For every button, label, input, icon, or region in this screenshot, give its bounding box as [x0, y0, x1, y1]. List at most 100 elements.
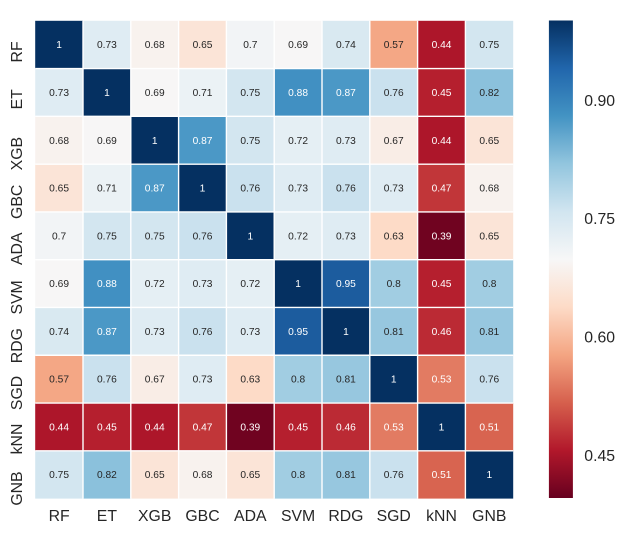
svg-text:0.82: 0.82: [97, 470, 117, 481]
svg-text:0.73: 0.73: [193, 279, 213, 290]
svg-text:0.8: 0.8: [482, 279, 496, 290]
svg-text:0.51: 0.51: [432, 470, 452, 481]
svg-text:GBC: GBC: [9, 185, 26, 219]
svg-text:0.73: 0.73: [288, 184, 308, 195]
svg-text:RF: RF: [49, 508, 70, 525]
svg-text:1: 1: [104, 88, 110, 99]
svg-text:0.73: 0.73: [336, 136, 356, 147]
svg-text:kNN: kNN: [9, 424, 26, 455]
svg-text:0.75: 0.75: [240, 136, 260, 147]
svg-text:0.53: 0.53: [432, 375, 452, 386]
svg-text:1: 1: [343, 327, 349, 338]
svg-text:0.73: 0.73: [145, 327, 165, 338]
svg-text:0.69: 0.69: [145, 88, 165, 99]
svg-text:0.44: 0.44: [145, 422, 165, 433]
svg-text:0.74: 0.74: [49, 327, 69, 338]
svg-text:0.45: 0.45: [584, 448, 615, 465]
svg-text:0.65: 0.65: [240, 470, 260, 481]
svg-text:SGD: SGD: [377, 508, 411, 525]
svg-text:0.90: 0.90: [584, 93, 615, 110]
svg-text:0.73: 0.73: [97, 40, 117, 51]
svg-text:1: 1: [56, 40, 62, 51]
svg-text:0.81: 0.81: [479, 327, 499, 338]
svg-text:0.8: 0.8: [291, 470, 305, 481]
svg-text:0.68: 0.68: [145, 40, 165, 51]
svg-text:RDG: RDG: [328, 508, 363, 525]
svg-text:ET: ET: [9, 89, 26, 110]
svg-text:0.45: 0.45: [432, 279, 452, 290]
svg-text:0.95: 0.95: [288, 327, 308, 338]
svg-text:0.44: 0.44: [49, 422, 69, 433]
svg-text:0.65: 0.65: [479, 231, 499, 242]
svg-text:0.69: 0.69: [97, 136, 117, 147]
svg-text:0.47: 0.47: [432, 184, 452, 195]
svg-text:0.63: 0.63: [240, 375, 260, 386]
svg-text:1: 1: [247, 231, 253, 242]
svg-text:0.81: 0.81: [336, 470, 356, 481]
svg-text:0.44: 0.44: [432, 40, 452, 51]
svg-text:0.69: 0.69: [49, 279, 69, 290]
svg-text:0.73: 0.73: [240, 327, 260, 338]
svg-text:0.82: 0.82: [479, 88, 499, 99]
svg-text:0.65: 0.65: [479, 136, 499, 147]
svg-text:0.63: 0.63: [384, 231, 404, 242]
svg-text:RF: RF: [9, 41, 26, 62]
svg-text:ADA: ADA: [9, 232, 26, 265]
svg-text:0.73: 0.73: [336, 231, 356, 242]
svg-text:0.39: 0.39: [432, 231, 452, 242]
svg-text:0.76: 0.76: [479, 375, 499, 386]
svg-text:0.67: 0.67: [145, 375, 165, 386]
svg-text:0.75: 0.75: [584, 211, 615, 228]
svg-text:0.73: 0.73: [384, 184, 404, 195]
svg-text:GNB: GNB: [472, 508, 506, 525]
svg-text:0.75: 0.75: [145, 231, 165, 242]
svg-text:0.75: 0.75: [479, 40, 499, 51]
svg-text:0.68: 0.68: [49, 136, 69, 147]
svg-text:1: 1: [439, 422, 445, 433]
svg-text:0.76: 0.76: [384, 88, 404, 99]
svg-text:ADA: ADA: [234, 508, 267, 525]
svg-text:SGD: SGD: [9, 376, 26, 410]
svg-text:0.69: 0.69: [288, 40, 308, 51]
svg-text:GBC: GBC: [185, 508, 219, 525]
svg-text:0.87: 0.87: [336, 88, 356, 99]
svg-text:XGB: XGB: [9, 137, 26, 170]
svg-text:0.95: 0.95: [336, 279, 356, 290]
svg-text:0.76: 0.76: [193, 231, 213, 242]
svg-text:0.57: 0.57: [49, 375, 69, 386]
svg-text:0.72: 0.72: [240, 279, 260, 290]
svg-text:0.88: 0.88: [288, 88, 308, 99]
svg-text:0.73: 0.73: [193, 375, 213, 386]
svg-text:1: 1: [391, 375, 397, 386]
svg-text:0.53: 0.53: [384, 422, 404, 433]
svg-text:1: 1: [152, 136, 158, 147]
svg-text:0.45: 0.45: [432, 88, 452, 99]
svg-text:0.67: 0.67: [384, 136, 404, 147]
svg-text:SVM: SVM: [9, 280, 26, 314]
svg-text:0.75: 0.75: [97, 231, 117, 242]
svg-text:0.7: 0.7: [52, 231, 66, 242]
svg-text:SVM: SVM: [281, 508, 315, 525]
svg-text:0.45: 0.45: [288, 422, 308, 433]
svg-text:kNN: kNN: [426, 508, 457, 525]
svg-text:0.46: 0.46: [336, 422, 356, 433]
svg-text:RDG: RDG: [9, 328, 26, 363]
svg-text:0.87: 0.87: [145, 184, 165, 195]
svg-text:0.47: 0.47: [193, 422, 213, 433]
svg-text:1: 1: [200, 184, 206, 195]
svg-text:ET: ET: [97, 508, 118, 525]
svg-text:0.8: 0.8: [291, 375, 305, 386]
svg-text:0.60: 0.60: [584, 329, 615, 346]
svg-text:0.72: 0.72: [288, 136, 308, 147]
svg-text:0.51: 0.51: [479, 422, 499, 433]
svg-text:0.72: 0.72: [288, 231, 308, 242]
svg-text:0.65: 0.65: [49, 184, 69, 195]
svg-text:0.88: 0.88: [97, 279, 117, 290]
svg-text:0.46: 0.46: [432, 327, 452, 338]
svg-text:0.74: 0.74: [336, 40, 356, 51]
svg-text:0.39: 0.39: [240, 422, 260, 433]
svg-text:0.8: 0.8: [387, 279, 401, 290]
svg-text:XGB: XGB: [138, 508, 171, 525]
svg-text:0.72: 0.72: [145, 279, 165, 290]
svg-text:0.75: 0.75: [49, 470, 69, 481]
